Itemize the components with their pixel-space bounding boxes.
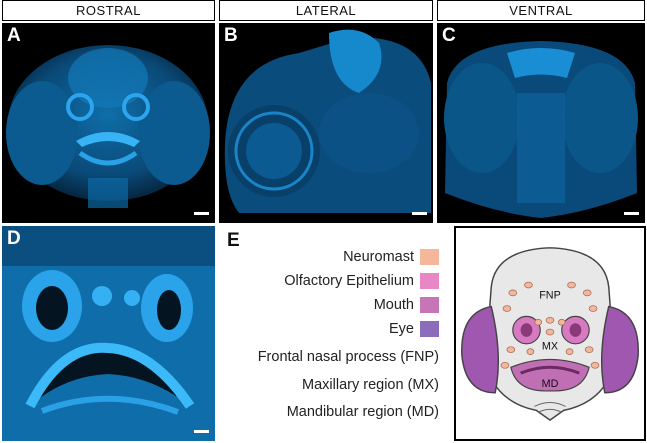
right-nostril-shape [569,323,582,337]
label-md: MD [542,378,559,390]
panel-label-b: B [224,25,238,46]
panel-label-d: D [7,228,21,249]
scale-bar-a [194,212,209,215]
right-eye-shape [600,305,639,394]
legend-label-mouth: Mouth [373,297,414,313]
legend-item-neuromast: Neuromast [343,249,439,265]
ventral-fluorescence-image [444,41,638,218]
panel-c-ventral-image: C [437,23,645,223]
left-nostril-shape [520,323,533,337]
panel-a-rostral-image: A [2,23,215,223]
panel-label-e: E [227,230,240,251]
mouth-shape [510,358,590,392]
header-ventral: VENTRAL [437,0,645,21]
mouth-opening [520,365,580,375]
left-eye-shape [461,305,500,394]
scale-bar-d [194,430,209,433]
panel-d-closeup-image: D [2,226,215,441]
face-schematic-svg: FNP MX MD [461,247,639,422]
header-lateral: LATERAL [219,0,433,21]
swatch-eye [420,321,439,337]
panel-label-c: C [442,25,456,46]
header-lateral-label: LATERAL [295,3,357,18]
closeup-fluorescence-image [2,226,215,441]
swatch-mouth [420,297,439,313]
panel-label-a: A [7,25,21,46]
scale-bar-c [624,212,639,215]
face-schematic-diagram: FNP MX MD [454,226,646,441]
legend-item-fnp: Frontal nasal process (FNP) [258,349,439,365]
header-rostral: ROSTRAL [2,0,215,21]
label-mx: MX [542,341,558,353]
legend-label-md: Mandibular region (MD) [286,404,439,420]
lateral-fluorescence-image [224,29,431,213]
header-rostral-label: ROSTRAL [76,3,141,18]
rostral-fluorescence-image [6,45,210,208]
swatch-neuromast [420,249,439,265]
legend-item-md: Mandibular region (MD) [287,404,439,420]
legend-label-olfactory-epithelium: Olfactory Epithelium [284,273,414,289]
legend-item-mx: Maxillary region (MX) [302,377,439,393]
header-ventral-label: VENTRAL [509,3,573,18]
legend-label-fnp: Frontal nasal process (FNP) [257,349,439,365]
neuromast-group [500,281,600,369]
scale-bar-b [412,212,427,215]
legend-label-eye: Eye [389,321,414,337]
legend-item-olfactory-epithelium: Olfactory Epithelium [284,273,439,289]
swatch-olfactory-epithelium [420,273,439,289]
legend-item-eye: Eye [389,321,439,337]
panel-b-lateral-image: B [219,23,433,223]
label-fnp: FNP [539,290,561,302]
legend-label-neuromast: Neuromast [343,249,414,265]
legend-item-mouth: Mouth [374,297,439,313]
legend-label-mx: Maxillary region (MX) [302,377,439,393]
